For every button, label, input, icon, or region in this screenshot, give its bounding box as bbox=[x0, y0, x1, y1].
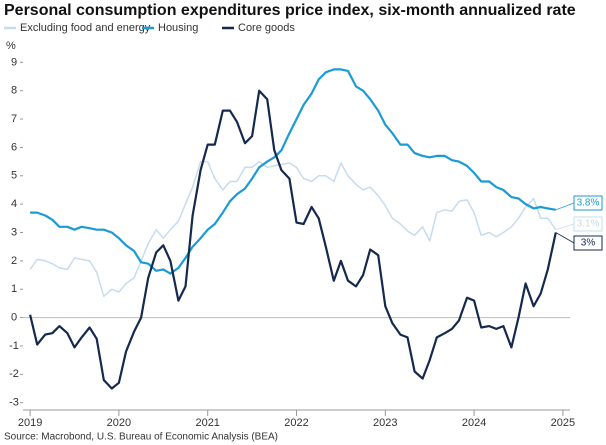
y-tick-label: 2 bbox=[11, 255, 17, 267]
x-tick-label: 2019 bbox=[18, 417, 42, 429]
series-line bbox=[30, 68, 556, 275]
end-label: 3.8% bbox=[577, 198, 600, 209]
y-tick-label: -1 bbox=[9, 340, 19, 352]
chart-title: Personal consumption expenditures price … bbox=[4, 2, 576, 19]
x-tick-label: 2025 bbox=[551, 417, 575, 429]
end-label-leader bbox=[555, 202, 575, 211]
source: Source: Macrobond, U.S. Bureau of Econom… bbox=[4, 432, 278, 443]
end-label: 3% bbox=[581, 238, 596, 249]
y-tick-label: 6 bbox=[11, 141, 17, 153]
y-tick-label: 0 bbox=[11, 311, 17, 323]
y-tick-label: 7 bbox=[11, 113, 17, 125]
x-tick-label: 2023 bbox=[373, 417, 397, 429]
series-line bbox=[29, 89, 557, 390]
y-tick-label: 8 bbox=[11, 85, 17, 97]
series-line bbox=[29, 160, 557, 298]
x-tick-label: 2020 bbox=[107, 417, 131, 429]
y-tick-label: 1 bbox=[11, 283, 17, 295]
legend-label: Excluding food and energy bbox=[20, 22, 151, 34]
y-tick-label: 9 bbox=[11, 56, 17, 68]
y-axis-label: % bbox=[6, 40, 16, 52]
y-tick-label: 3 bbox=[11, 226, 17, 238]
x-tick-label: 2021 bbox=[195, 417, 219, 429]
x-tick-label: 2022 bbox=[284, 417, 308, 429]
y-tick-label: -2 bbox=[9, 368, 19, 380]
y-tick-label: -3 bbox=[9, 397, 19, 409]
end-label-leader bbox=[555, 232, 575, 244]
y-tick-label: 5 bbox=[11, 170, 17, 182]
y-tick-label: 4 bbox=[11, 198, 17, 210]
legend-label: Core goods bbox=[238, 22, 295, 34]
x-tick-label: 2024 bbox=[462, 417, 486, 429]
end-label: 3.1% bbox=[577, 219, 600, 230]
end-label-leader bbox=[555, 223, 575, 231]
legend-label: Housing bbox=[158, 22, 198, 34]
